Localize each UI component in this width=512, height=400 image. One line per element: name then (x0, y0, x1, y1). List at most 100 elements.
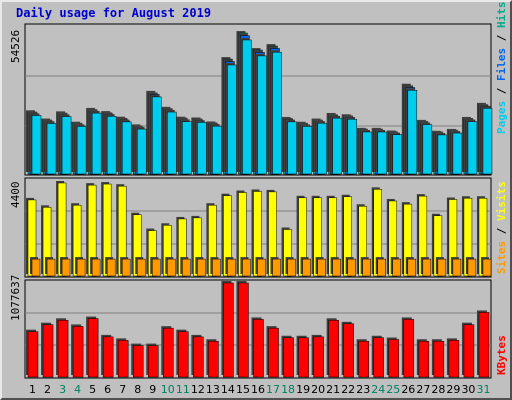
bar-pages-day-26 (407, 89, 418, 175)
x-tick-label-day-16: 16 (251, 383, 265, 396)
bar-pages-day-10 (167, 111, 177, 175)
legend-middle: Sites / Visits (495, 181, 508, 274)
bar-kbytes-day-29 (448, 340, 460, 378)
bar-kbytes-day-3 (57, 320, 69, 378)
bar-pages-day-4 (76, 126, 87, 175)
x-tick-label-day-2: 2 (44, 383, 51, 396)
bar-kbytes-day-4 (72, 326, 84, 378)
bar-kbytes-day-16 (253, 319, 264, 378)
x-tick-label-day-23: 23 (356, 383, 370, 396)
bar-sites-day-2 (46, 258, 56, 277)
bar-pages-day-2 (46, 123, 57, 175)
bar-sites-day-31 (482, 258, 492, 277)
bar-pages-day-5 (91, 112, 102, 175)
bar-kbytes-day-7 (117, 340, 129, 378)
bar-sites-day-4 (76, 258, 86, 277)
bar-sites-day-13 (212, 258, 221, 277)
bar-sites-day-25 (392, 258, 402, 277)
bar-sites-day-29 (452, 258, 462, 277)
bar-kbytes-day-5 (87, 318, 99, 378)
bar-sites-day-8 (136, 258, 146, 277)
x-tick-label-day-22: 22 (341, 383, 355, 396)
x-tick-label-day-1: 1 (29, 383, 36, 396)
bar-sites-day-21 (332, 258, 341, 277)
bar-sites-day-5 (91, 258, 101, 277)
legend-sep-3: / (495, 221, 508, 241)
bar-kbytes-day-2 (42, 324, 54, 378)
bar-sites-day-6 (106, 258, 116, 277)
x-tick-label-day-8: 8 (134, 383, 141, 396)
bar-kbytes-day-28 (433, 340, 445, 378)
legend-bottom: KBytes (495, 335, 508, 375)
bar-sites-day-23 (362, 258, 371, 277)
bar-sites-day-22 (347, 258, 356, 277)
x-tick-label-day-25: 25 (386, 383, 400, 396)
legend-sep-1: / (495, 81, 508, 101)
bar-sites-day-11 (182, 258, 191, 277)
bar-pages-day-24 (377, 131, 387, 175)
bar-pages-day-9 (152, 96, 162, 175)
bar-kbytes-day-19 (298, 337, 309, 378)
bar-kbytes-day-21 (328, 320, 339, 378)
bar-sites-day-18 (287, 258, 296, 277)
bar-kbytes-day-9 (148, 345, 159, 378)
bar-pages-day-19 (302, 126, 312, 175)
bar-pages-day-6 (106, 116, 117, 175)
x-tick-label-day-19: 19 (296, 383, 310, 396)
bar-kbytes-day-15 (238, 282, 249, 378)
x-tick-label-day-21: 21 (326, 383, 340, 396)
bar-sites-day-1 (31, 258, 41, 277)
bar-kbytes-day-14 (223, 282, 234, 378)
x-tick-label-day-3: 3 (59, 383, 66, 396)
x-tick-label-day-26: 26 (401, 383, 415, 396)
x-tick-label-day-20: 20 (311, 383, 325, 396)
bottom-ymax-label: 1077637 (9, 275, 22, 321)
x-tick-label-day-17: 17 (266, 383, 280, 396)
bar-sites-day-14 (227, 258, 236, 277)
x-tick-label-day-12: 12 (191, 383, 205, 396)
x-tick-label-day-14: 14 (221, 383, 235, 396)
bar-kbytes-day-22 (343, 323, 354, 378)
x-tick-label-day-9: 9 (149, 383, 156, 396)
bar-kbytes-day-17 (268, 327, 279, 378)
bar-sites-day-12 (197, 258, 206, 277)
bar-pages-day-22 (347, 118, 357, 175)
bar-kbytes-day-24 (373, 337, 384, 378)
x-tick-label-day-5: 5 (89, 383, 96, 396)
x-tick-label-day-29: 29 (446, 383, 460, 396)
bar-pages-day-8 (136, 128, 147, 175)
bar-pages-day-12 (197, 122, 207, 175)
bar-kbytes-day-18 (283, 337, 294, 378)
bar-pages-day-1 (31, 115, 42, 175)
bar-kbytes-day-25 (388, 339, 400, 378)
bar-kbytes-day-26 (403, 319, 415, 378)
bar-pages-day-27 (422, 124, 433, 175)
bar-sites-day-28 (437, 258, 447, 277)
bar-sites-day-7 (121, 258, 131, 277)
bar-sites-day-9 (152, 258, 161, 277)
legend-pages: Pages (495, 101, 508, 134)
bar-kbytes-day-10 (163, 327, 174, 378)
bar-pages-day-3 (61, 116, 72, 175)
x-tick-label-day-15: 15 (236, 383, 250, 396)
bar-pages-day-21 (332, 117, 342, 175)
x-tick-label-day-30: 30 (461, 383, 475, 396)
x-tick-label-day-10: 10 (161, 383, 175, 396)
legend-sep-2: / (495, 28, 508, 48)
bar-kbytes-day-13 (208, 340, 219, 378)
legend-sites: Sites (495, 241, 508, 274)
middle-ymax-label: 4400 (9, 182, 22, 209)
bar-pages-day-28 (437, 134, 448, 175)
x-tick-label-day-13: 13 (206, 383, 220, 396)
bar-kbytes-day-20 (313, 336, 324, 378)
bar-sites-day-26 (407, 258, 417, 277)
bar-pages-day-18 (287, 121, 297, 175)
legend-hits: Hits (495, 2, 508, 29)
bar-pages-day-17 (272, 51, 282, 175)
bar-pages-day-11 (182, 121, 192, 175)
legend-visits: Visits (495, 181, 508, 221)
x-tick-label-day-27: 27 (416, 383, 430, 396)
bar-pages-day-16 (257, 55, 267, 175)
bar-sites-day-24 (377, 258, 386, 277)
